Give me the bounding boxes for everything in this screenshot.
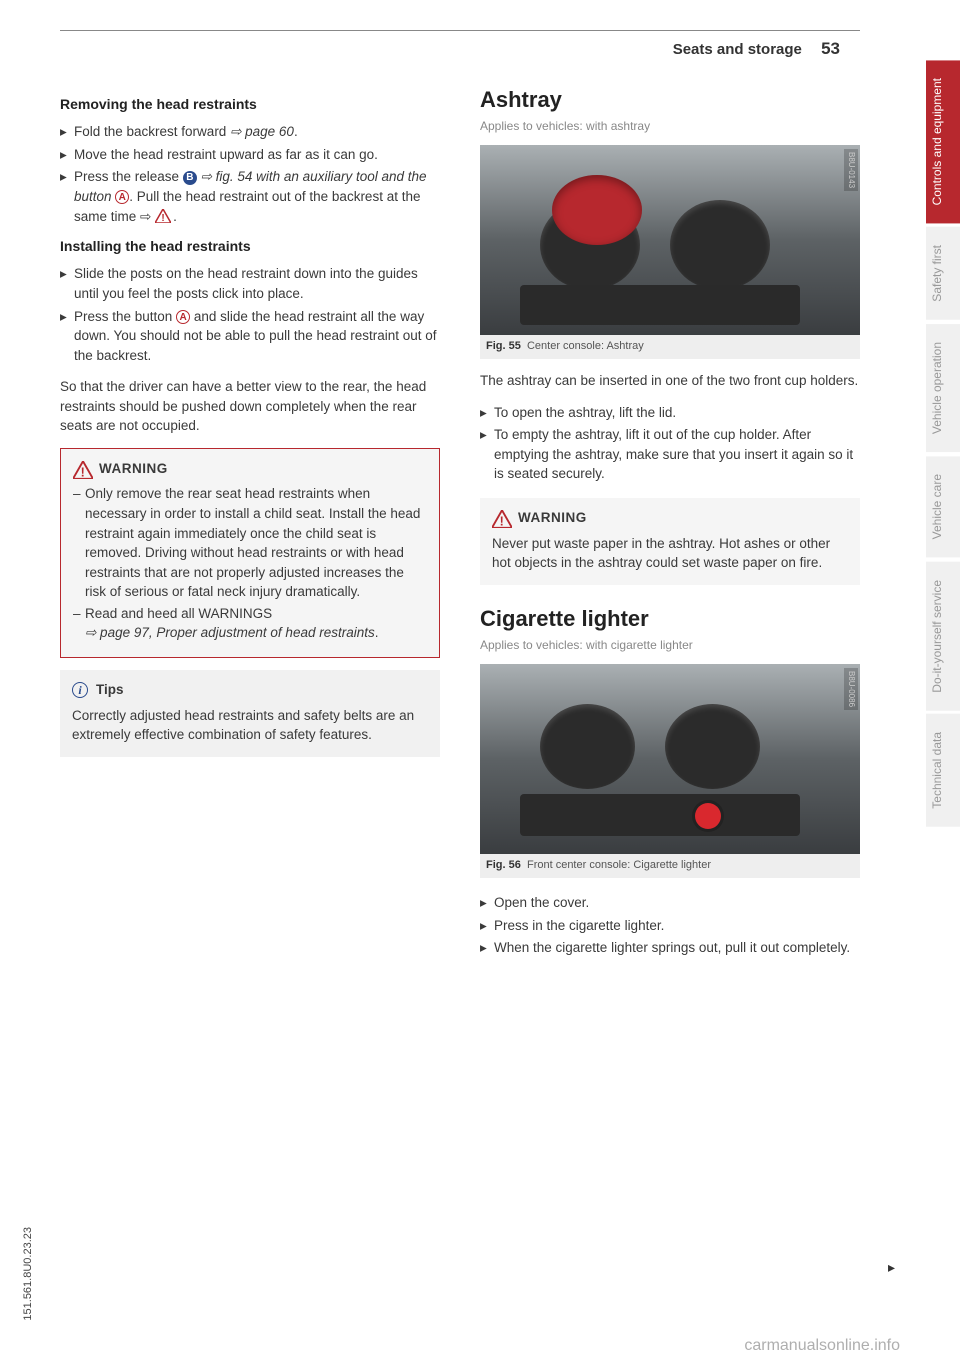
step: ▸ When the cigarette lighter springs out…: [480, 938, 860, 958]
bullet-icon: ▸: [60, 167, 74, 226]
page-ref: ⇨ page 97, Proper adjustment of head res…: [85, 625, 375, 640]
step-text: Open the cover.: [494, 893, 860, 913]
applies-to: Applies to vehicles: with ashtray: [480, 118, 860, 135]
step: ▸ Open the cover.: [480, 893, 860, 913]
bullet-icon: ▸: [480, 938, 494, 958]
left-column: Removing the head restraints ▸ Fold the …: [60, 84, 440, 961]
page-number: 53: [821, 39, 840, 58]
tips-title: i Tips: [72, 680, 428, 700]
step-text: To open the ashtray, lift the lid.: [494, 403, 860, 423]
tab-technical[interactable]: Technical data: [926, 714, 960, 827]
warning-item: –Only remove the rear seat head restrain…: [73, 484, 427, 601]
applies-to: Applies to vehicles: with cigarette ligh…: [480, 637, 860, 654]
figure-code: B8U-0086: [844, 668, 858, 710]
step: ▸ Slide the posts on the head restraint …: [60, 264, 440, 303]
page-header: Seats and storage 53: [60, 39, 860, 59]
figure-56: B8U-0086 Fig. 56 Front center console: C…: [480, 664, 860, 878]
warning-title: ! WARNING: [73, 459, 427, 479]
svg-text:!: !: [81, 465, 86, 479]
bullet-icon: ▸: [60, 264, 74, 303]
tab-care[interactable]: Vehicle care: [926, 456, 960, 557]
header-rule: [60, 30, 860, 31]
step-text: When the cigarette lighter springs out, …: [494, 938, 860, 958]
step-text: To empty the ashtray, lift it out of the…: [494, 425, 860, 484]
watermark: carmanualsonline.info: [744, 1337, 900, 1355]
right-column: Ashtray Applies to vehicles: with ashtra…: [480, 84, 860, 961]
bullet-icon: ▸: [480, 403, 494, 423]
page-ref: ⇨ page 60: [230, 124, 294, 139]
callout-a-icon: A: [115, 190, 129, 204]
paragraph: So that the driver can have a better vie…: [60, 377, 440, 436]
warning-item: –Read and heed all WARNINGS ⇨ page 97, P…: [73, 604, 427, 643]
heading-lighter: Cigarette lighter: [480, 603, 860, 635]
step-text: Fold the backrest forward ⇨ page 60.: [74, 122, 440, 142]
step: ▸ Press the release B ⇨ fig. 54 with an …: [60, 167, 440, 226]
tab-controls[interactable]: Controls and equipment: [926, 60, 960, 223]
callout-a-icon: A: [176, 310, 190, 324]
tab-safety[interactable]: Safety first: [926, 227, 960, 320]
step-text: Press the button A and slide the head re…: [74, 307, 440, 366]
step-text: Press in the cigarette lighter.: [494, 916, 860, 936]
warning-triangle-icon: !: [492, 510, 510, 526]
subhead-removing: Removing the head restraints: [60, 94, 440, 114]
step-text: Press the release B ⇨ fig. 54 with an au…: [74, 167, 440, 226]
step: ▸ To empty the ashtray, lift it out of t…: [480, 425, 860, 484]
tab-diy[interactable]: Do-it-yourself service: [926, 562, 960, 711]
continue-arrow-icon: ▸: [888, 1259, 895, 1276]
paragraph: The ashtray can be inserted in one of th…: [480, 371, 860, 391]
bullet-icon: ▸: [480, 425, 494, 484]
side-tabs: Controls and equipment Safety first Vehi…: [926, 60, 960, 827]
figure-image: B8U-0143: [480, 145, 860, 335]
subhead-installing: Installing the head restraints: [60, 236, 440, 256]
svg-text:!: !: [500, 514, 505, 528]
step-text: Slide the posts on the head restraint do…: [74, 264, 440, 303]
warning-triangle-icon: !: [73, 461, 91, 477]
svg-text:!: !: [161, 213, 164, 223]
section-name: Seats and storage: [673, 41, 802, 58]
figure-code: B8U-0143: [844, 149, 858, 191]
step: ▸ To open the ashtray, lift the lid.: [480, 403, 860, 423]
figure-caption: Fig. 56 Front center console: Cigarette …: [480, 854, 860, 878]
bullet-icon: ▸: [60, 122, 74, 142]
warning-box: ! WARNING –Only remove the rear seat hea…: [60, 448, 440, 658]
step: ▸ Move the head restraint upward as far …: [60, 145, 440, 165]
warning-box: ! WARNING Never put waste paper in the a…: [480, 498, 860, 585]
figure-image: B8U-0086: [480, 664, 860, 854]
tab-operation[interactable]: Vehicle operation: [926, 324, 960, 452]
step: ▸ Press in the cigarette lighter.: [480, 916, 860, 936]
bullet-icon: ▸: [480, 893, 494, 913]
bullet-icon: ▸: [480, 916, 494, 936]
tips-box: i Tips Correctly adjusted head restraint…: [60, 670, 440, 757]
warning-triangle-icon: !: [155, 209, 173, 225]
warning-title: ! WARNING: [492, 508, 848, 528]
warning-body: Never put waste paper in the ashtray. Ho…: [492, 534, 848, 573]
step: ▸ Press the button A and slide the head …: [60, 307, 440, 366]
tips-body: Correctly adjusted head restraints and s…: [72, 706, 428, 745]
step-text: Move the head restraint upward as far as…: [74, 145, 440, 165]
info-icon: i: [72, 682, 88, 698]
step: ▸ Fold the backrest forward ⇨ page 60.: [60, 122, 440, 142]
bullet-icon: ▸: [60, 307, 74, 366]
document-id: 151.561.8U0.23.23: [22, 1227, 34, 1321]
heading-ashtray: Ashtray: [480, 84, 860, 116]
callout-b-icon: B: [183, 171, 197, 185]
figure-caption: Fig. 55 Center console: Ashtray: [480, 335, 860, 359]
figure-55: B8U-0143 Fig. 55 Center console: Ashtray: [480, 145, 860, 359]
bullet-icon: ▸: [60, 145, 74, 165]
